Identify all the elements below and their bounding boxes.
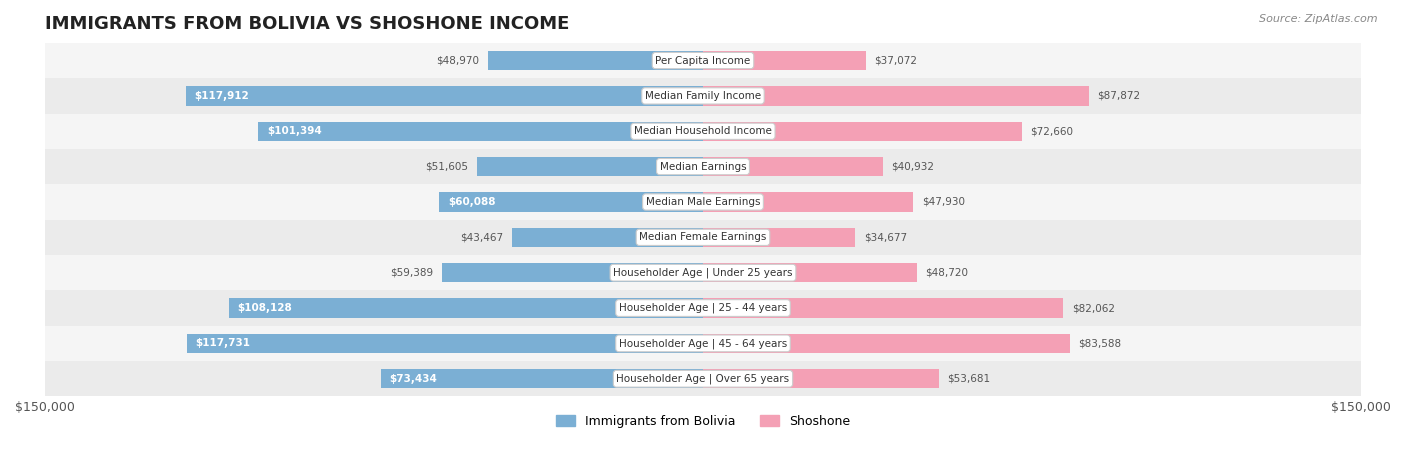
Text: $53,681: $53,681 [948,374,990,384]
Bar [45,43,1361,78]
Text: $48,720: $48,720 [925,268,969,278]
Bar [45,255,1361,290]
Bar [45,78,1361,113]
Bar [45,113,1361,149]
Text: Householder Age | 45 - 64 years: Householder Age | 45 - 64 years [619,338,787,349]
Text: Per Capita Income: Per Capita Income [655,56,751,65]
Text: Median Male Earnings: Median Male Earnings [645,197,761,207]
Bar [477,157,703,177]
Bar [488,51,703,71]
Text: $117,912: $117,912 [194,91,249,101]
Bar [381,369,703,389]
Bar [703,298,1063,318]
Text: $59,389: $59,389 [391,268,433,278]
Text: $101,394: $101,394 [267,126,322,136]
Text: $34,677: $34,677 [863,232,907,242]
Bar [187,333,703,353]
Bar [440,192,703,212]
Bar [45,219,1361,255]
Text: $73,434: $73,434 [389,374,437,384]
Bar [703,227,855,247]
Text: $60,088: $60,088 [449,197,496,207]
Text: Source: ZipAtlas.com: Source: ZipAtlas.com [1260,14,1378,24]
Text: $47,930: $47,930 [922,197,965,207]
Bar [45,184,1361,219]
Text: $87,872: $87,872 [1097,91,1140,101]
Bar [443,263,703,283]
Bar [703,263,917,283]
Text: $108,128: $108,128 [238,303,292,313]
Text: Median Family Income: Median Family Income [645,91,761,101]
Text: Median Earnings: Median Earnings [659,162,747,172]
Bar [703,192,914,212]
Bar [512,227,703,247]
Bar [703,86,1088,106]
Bar [45,361,1361,396]
Text: Median Female Earnings: Median Female Earnings [640,232,766,242]
Bar [229,298,703,318]
Text: Householder Age | Under 25 years: Householder Age | Under 25 years [613,268,793,278]
Bar [45,290,1361,325]
Text: Householder Age | 25 - 44 years: Householder Age | 25 - 44 years [619,303,787,313]
Text: $40,932: $40,932 [891,162,935,172]
Bar [45,149,1361,184]
Text: $82,062: $82,062 [1071,303,1115,313]
Bar [259,121,703,141]
Text: $48,970: $48,970 [436,56,479,65]
Bar [703,333,1070,353]
Bar [703,157,883,177]
Text: $83,588: $83,588 [1078,339,1122,348]
Text: $72,660: $72,660 [1031,126,1074,136]
Bar [703,51,866,71]
Text: $37,072: $37,072 [875,56,917,65]
Legend: Immigrants from Bolivia, Shoshone: Immigrants from Bolivia, Shoshone [551,410,855,432]
Bar [703,369,938,389]
Text: Householder Age | Over 65 years: Householder Age | Over 65 years [616,374,790,384]
Bar [45,325,1361,361]
Bar [186,86,703,106]
Text: Median Household Income: Median Household Income [634,126,772,136]
Bar [703,121,1022,141]
Text: $43,467: $43,467 [460,232,503,242]
Text: $51,605: $51,605 [425,162,468,172]
Text: IMMIGRANTS FROM BOLIVIA VS SHOSHONE INCOME: IMMIGRANTS FROM BOLIVIA VS SHOSHONE INCO… [45,15,569,33]
Text: $117,731: $117,731 [195,339,250,348]
